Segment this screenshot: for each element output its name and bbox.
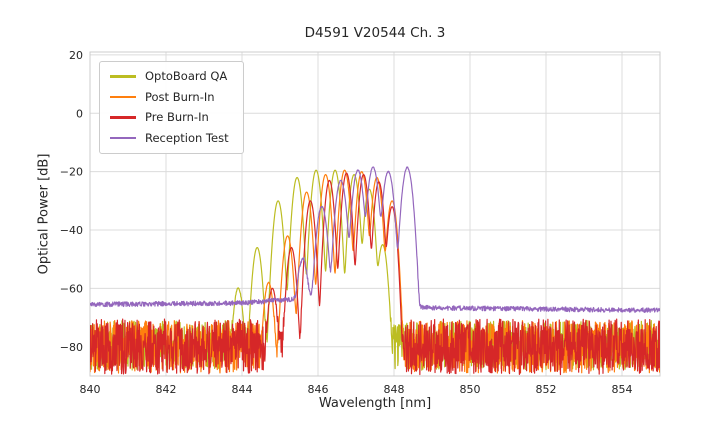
legend-label: OptoBoard QA bbox=[145, 69, 228, 83]
legend-label: Post Burn-In bbox=[145, 89, 215, 104]
legend-line-swatch bbox=[110, 95, 136, 99]
chart-title: D4591 V20544 Ch. 3 bbox=[304, 25, 446, 41]
y-axis-label: Optical Power [dB] bbox=[36, 153, 52, 275]
legend-item: Post Burn-In bbox=[110, 89, 229, 104]
legend-label: Reception Test bbox=[145, 130, 229, 145]
legend-line-swatch bbox=[110, 136, 136, 140]
legend-item: Reception Test bbox=[110, 132, 229, 145]
legend-item: Pre Burn-In bbox=[110, 111, 229, 124]
legend: OptoBoard QA Post Burn-In Pre Burn-In Recep… bbox=[99, 61, 244, 154]
legend-line-swatch bbox=[110, 116, 136, 119]
legend-label: Pre Burn-In bbox=[145, 110, 209, 125]
legend-line-swatch bbox=[110, 75, 136, 78]
x-axis-label: Wavelength [nm] bbox=[318, 396, 432, 411]
legend-item: OptoBoard QA bbox=[110, 70, 229, 83]
